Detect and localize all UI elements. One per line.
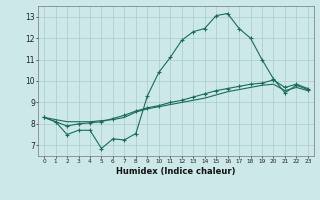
X-axis label: Humidex (Indice chaleur): Humidex (Indice chaleur) — [116, 167, 236, 176]
